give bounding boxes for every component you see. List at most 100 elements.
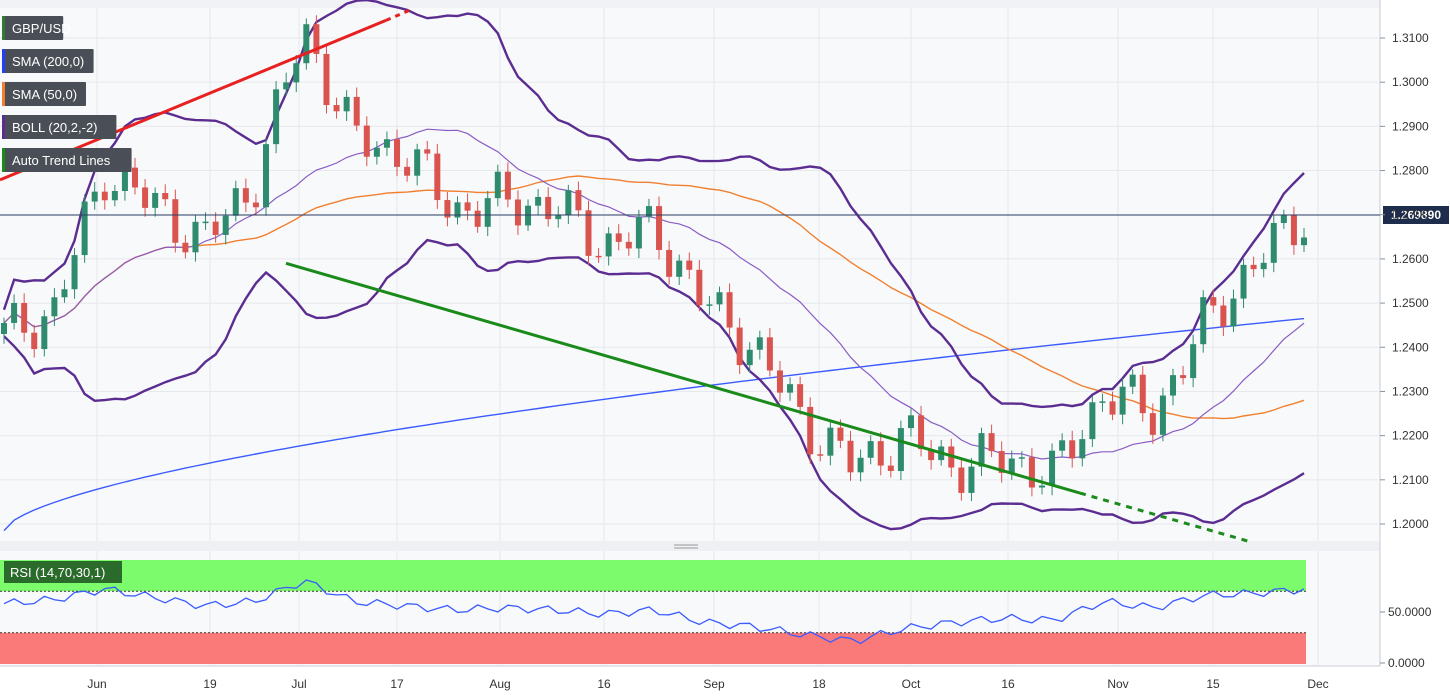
candle-body [565, 190, 572, 215]
candle-body [1159, 395, 1166, 435]
candle-body [1290, 215, 1297, 246]
candle-body [696, 269, 703, 306]
rsi-line [3, 579, 1305, 645]
candle-body [414, 149, 421, 176]
price-tick-label: 1.2100 [1392, 473, 1429, 487]
candle-body [121, 167, 128, 192]
candle-body [817, 454, 824, 456]
candle-body [132, 167, 139, 188]
candle-body [726, 292, 733, 328]
time-axis-ticks: Jun 19 Jul 17 Aug 16 Sep 18 Oct 16 Nov 15 Dec [87, 677, 1328, 691]
candle-body [877, 441, 884, 466]
candle-body [797, 384, 804, 407]
candle-body [1220, 305, 1227, 327]
legend-tag-bg [2, 115, 117, 139]
candle-body [383, 139, 390, 148]
candle-body [363, 125, 370, 157]
candle-body [887, 465, 894, 472]
candle-body [968, 466, 975, 493]
candle-body [1260, 262, 1267, 270]
candle-body [504, 171, 511, 200]
candle-body [242, 188, 249, 203]
time-tick-label: Sep [703, 677, 725, 691]
bollinger-upper [2, 0, 1305, 409]
candle-body [1049, 450, 1056, 486]
price-tick-label: 1.2900 [1392, 119, 1429, 133]
time-tick-label: Jul [291, 677, 306, 691]
candle-body [867, 441, 874, 458]
time-tick-label: 18 [812, 677, 826, 691]
rsi-oversold-zone [0, 632, 1306, 664]
candle-body [273, 89, 280, 145]
candle-body [222, 215, 229, 235]
candle-body [525, 205, 532, 226]
price-axis-ticks: 1.3100 1.3000 1.2900 1.2800 1.2700 1.2600 1.25… [1380, 31, 1429, 531]
candle-body [847, 440, 854, 473]
bollinger-middle [3, 128, 1305, 460]
candle-body [1250, 264, 1257, 270]
legend-color-swatch [2, 82, 5, 106]
candle-body [1079, 439, 1086, 459]
candle-body [313, 24, 320, 54]
candle-body [263, 144, 270, 208]
candle-body [192, 221, 199, 253]
pane-divider[interactable] [0, 541, 1380, 551]
price-tick-label: 1.2300 [1392, 384, 1429, 398]
candle-body [81, 201, 88, 256]
support-trendline-extension [1079, 491, 1251, 544]
last-price-label: 1.269890 [1391, 208, 1441, 222]
candle-body [21, 302, 28, 333]
grid [0, 8, 1380, 666]
rsi-label: RSI (14,70,30,1) [10, 565, 105, 580]
rsi-axis-ticks: 50.0000 0.0000 [1380, 605, 1432, 670]
candle-body [585, 210, 592, 256]
candle-body [11, 302, 18, 323]
candle-body [716, 292, 723, 305]
candle-body [535, 196, 542, 206]
candle-body [1, 322, 7, 335]
candle-body [1210, 297, 1217, 306]
candle-body [595, 255, 602, 258]
candle-body [333, 105, 340, 112]
rsi-tick-label: 50.0000 [1388, 605, 1432, 619]
time-tick-label: Jun [87, 677, 106, 691]
candle-body [978, 433, 985, 467]
candle-body [635, 216, 642, 249]
candle-body [918, 415, 925, 450]
candle-body [1008, 458, 1015, 473]
candle-body [202, 221, 209, 224]
candle-body [182, 242, 189, 253]
candle-body [928, 449, 935, 461]
candle-body [958, 467, 965, 493]
indicator-legend[interactable]: GBP/USD SMA (200,0) SMA (50,0) BOLL (20,2,-… [2, 16, 132, 172]
candle-body [756, 337, 763, 350]
candle-body [1240, 264, 1247, 299]
candle-body [827, 427, 834, 456]
legend-tag-label: SMA (50,0) [12, 87, 77, 102]
legend-tag-label: SMA (200,0) [12, 54, 84, 69]
candle-body [1028, 457, 1035, 488]
rsi-tick-label: 0.0000 [1388, 656, 1425, 670]
candle-body [1069, 440, 1076, 459]
sma50-layer [3, 175, 1305, 420]
candle-body [736, 327, 743, 366]
candle-body [1018, 457, 1025, 459]
candle-body [31, 332, 38, 350]
candle-body [303, 24, 310, 64]
candle-body [454, 202, 461, 218]
price-tick-label: 1.2400 [1392, 340, 1429, 354]
time-tick-label: 19 [203, 677, 217, 691]
candle-body [575, 190, 582, 211]
candle-body [162, 193, 169, 200]
time-tick-label: Nov [1107, 677, 1128, 691]
time-tick-label: 15 [1206, 677, 1220, 691]
sma200-line [3, 317, 1305, 532]
candle-body [1230, 298, 1237, 327]
candle-body [51, 297, 58, 317]
candle-body [1099, 401, 1106, 403]
toolbar-strip [0, 0, 1380, 8]
legend-tag-label: BOLL (20,2,-2) [12, 120, 98, 135]
candle-body [444, 200, 451, 218]
sma50-line [3, 175, 1305, 420]
